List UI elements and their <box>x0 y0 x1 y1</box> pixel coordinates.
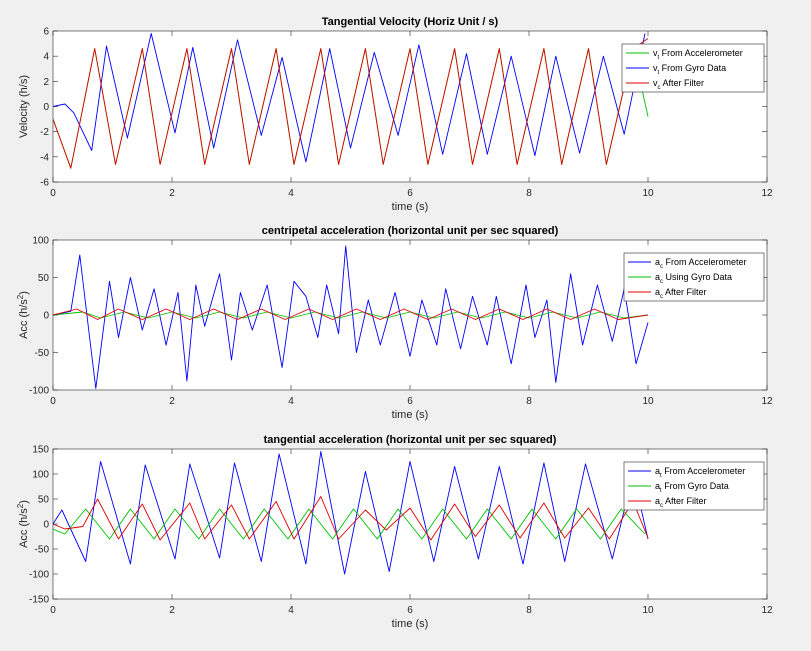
y-tick-label: 150 <box>32 445 49 456</box>
series-line-2 <box>53 311 649 319</box>
x-tick-label: 12 <box>761 605 773 616</box>
y-tick-label: 0 <box>43 520 49 531</box>
y-tick-label: -100 <box>29 386 49 397</box>
x-tick-label: 0 <box>50 188 56 199</box>
chart-3: 0 2 4 6 8 10 12 -150 -100 -50 0 50 100 150 tangential … <box>16 434 773 630</box>
series-line-2 <box>53 33 646 163</box>
legend: vt From Accelerometer vt From Gyro Data vc… <box>621 43 765 93</box>
y-tick-label: 0 <box>43 311 49 322</box>
series-line-3 <box>53 38 649 169</box>
x-tick-label: 0 <box>50 605 56 616</box>
chart-title: tangential acceleration (horizontal unit… <box>264 434 557 446</box>
series-line-2 <box>53 508 646 540</box>
x-tick-label: 0 <box>50 396 56 407</box>
y-tick-label: 50 <box>38 495 50 506</box>
series-group <box>53 451 649 575</box>
x-tick-label: 2 <box>169 188 175 199</box>
x-tick-label: 8 <box>526 188 532 199</box>
x-tick-label: 12 <box>761 396 773 407</box>
y-tick-label: -50 <box>35 545 50 556</box>
legend-label: vt From Accelerometer <box>653 48 743 61</box>
y-tick-label: -150 <box>29 595 49 606</box>
x-tick-label: 10 <box>642 605 654 616</box>
x-tick-label: 6 <box>407 396 413 407</box>
chart-title: centripetal acceleration (horizontal uni… <box>262 225 559 237</box>
y-tick-label: 0 <box>43 102 49 113</box>
y-tick-label: 50 <box>38 273 50 284</box>
x-tick-label: 8 <box>526 396 532 407</box>
x-tick-label: 10 <box>642 396 654 407</box>
y-tick-label: -6 <box>40 178 49 189</box>
x-tick-label: 10 <box>642 188 654 199</box>
y-tick-label: 100 <box>32 236 49 247</box>
y-axis-label: Acc (h/s2) <box>16 291 30 339</box>
x-tick-label: 6 <box>407 605 413 616</box>
x-tick-label: 12 <box>761 188 773 199</box>
series-group <box>53 245 649 389</box>
series-line-1 <box>53 245 649 389</box>
x-tick-label: 4 <box>288 396 294 407</box>
legend-label: ac Using Gyro Data <box>655 272 732 285</box>
y-tick-label: -2 <box>40 127 49 138</box>
series-line-3 <box>53 308 649 320</box>
x-tick-label: 4 <box>288 605 294 616</box>
series-group <box>53 33 649 169</box>
legend-label: ac After Filter <box>655 496 707 509</box>
x-axis-label: time (s) <box>392 201 429 213</box>
series-line-3 <box>53 496 649 541</box>
y-tick-label: -50 <box>35 348 50 359</box>
legend-label: ac After Filter <box>655 287 707 300</box>
legend-label: vc After Filter <box>653 78 704 91</box>
legend-label: vt From Gyro Data <box>653 63 726 76</box>
legend-label: ac From Accelerometer <box>655 257 747 270</box>
x-tick-label: 2 <box>169 605 175 616</box>
y-tick-label: 4 <box>43 52 49 63</box>
x-tick-label: 8 <box>526 605 532 616</box>
x-tick-label: 2 <box>169 396 175 407</box>
chart-title: Tangential Velocity (Horiz Unit / s) <box>322 16 499 28</box>
legend-label: at From Gyro Data <box>655 481 729 494</box>
legend: ac From Accelerometer ac Using Gyro Data a… <box>623 252 765 302</box>
legend-box <box>621 43 765 93</box>
y-axis-label: Acc (h/s2) <box>16 500 30 548</box>
chart-2: 0 2 4 6 8 10 12 -100 -50 0 50 100 centripetal accele… <box>16 225 773 421</box>
y-axis-label: Velocity (h/s) <box>18 75 30 138</box>
y-tick-label: -100 <box>29 570 49 581</box>
y-tick-label: 2 <box>43 77 49 88</box>
chart-1: 0 2 4 6 8 10 12 -6 -4 -2 0 2 4 6 Tangential Velocity (… <box>18 16 773 213</box>
series-line-1 <box>53 451 649 575</box>
x-axis-label: time (s) <box>392 409 429 421</box>
x-tick-label: 6 <box>407 188 413 199</box>
legend-label: at From Accelerometer <box>655 466 745 479</box>
y-tick-label: 100 <box>32 470 49 481</box>
y-tick-label: 6 <box>43 27 49 38</box>
x-axis-label: time (s) <box>392 618 429 630</box>
legend: at From Accelerometer at From Gyro Data ac… <box>623 461 765 511</box>
y-tick-label: -4 <box>40 152 49 163</box>
x-tick-label: 4 <box>288 188 294 199</box>
